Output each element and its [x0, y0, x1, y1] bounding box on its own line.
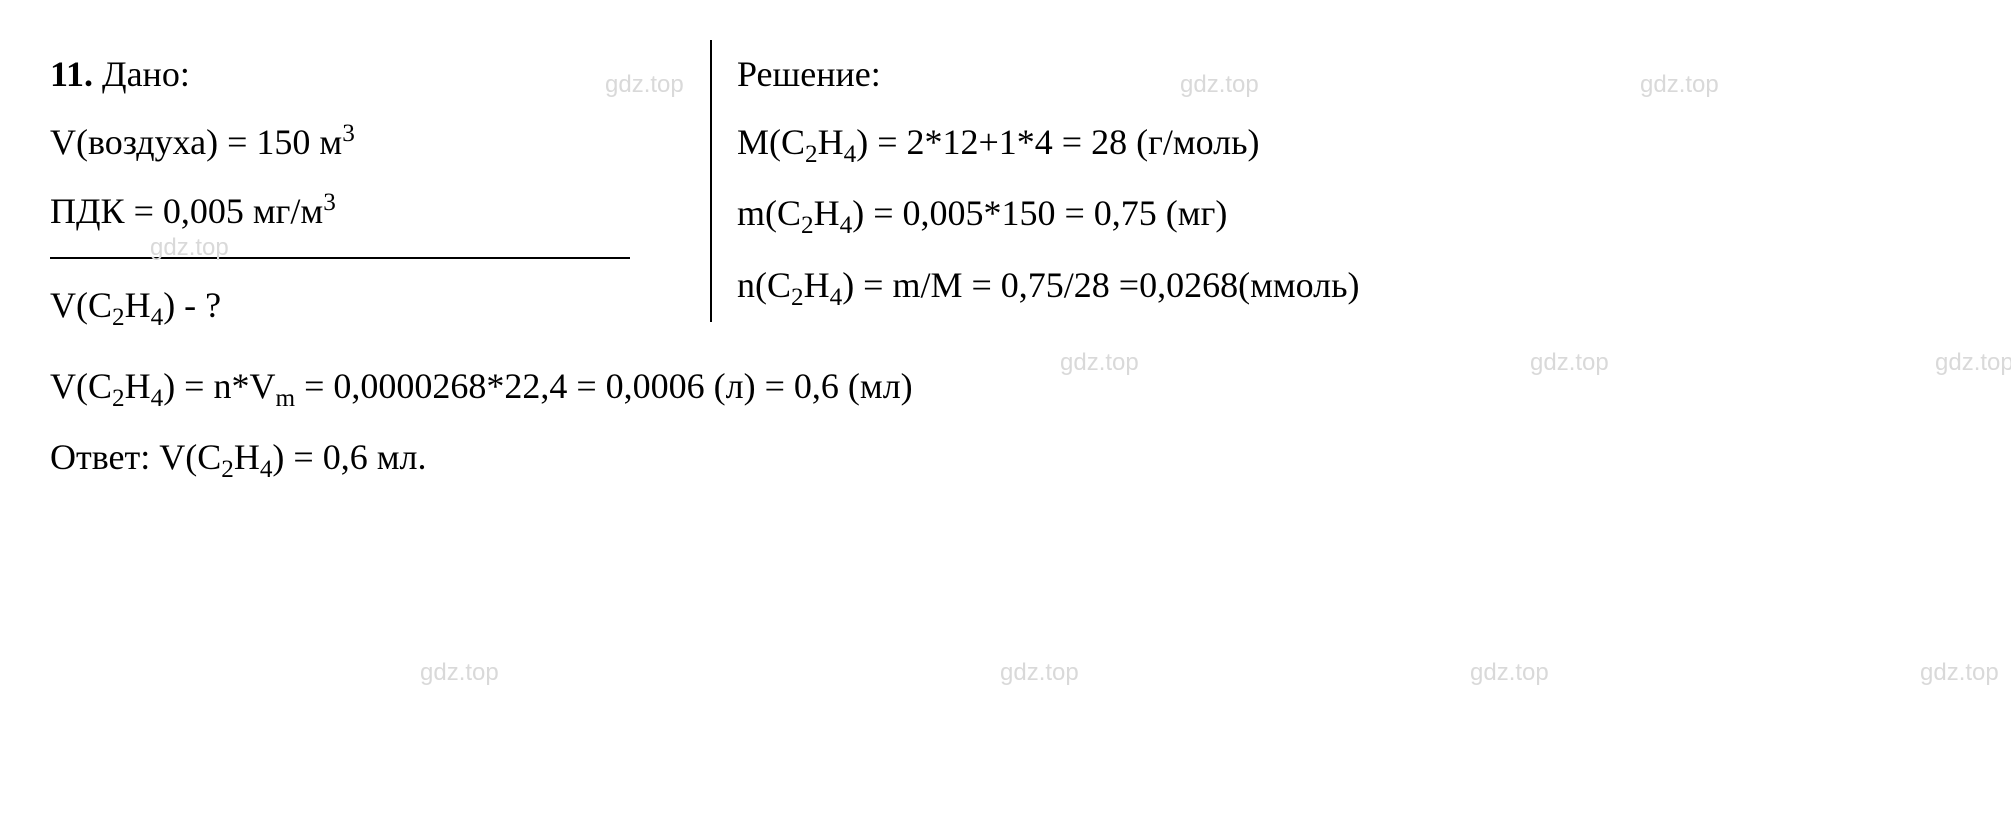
watermark-text: gdz.top	[1470, 650, 1549, 696]
b1-a: V(C	[50, 366, 112, 406]
solution-line-1: M(C2H4) = 2*12+1*4 = 28 (г/моль)	[737, 108, 1961, 179]
sl1-s1: 2	[805, 142, 818, 169]
given-header: 11. Дано:	[50, 40, 690, 108]
given-line-2: ПДК = 0,005 мг/м3	[50, 177, 690, 245]
b1-c: ) = n*V	[163, 366, 275, 406]
problem-number: 11.	[50, 54, 93, 94]
b1-b: H	[125, 366, 151, 406]
sl3-s2: 4	[830, 284, 843, 311]
unk-s1: 2	[112, 304, 125, 331]
sl3-a: n(C	[737, 265, 791, 305]
page-container: 11. Дано: V(воздуха) = 150 м3 ПДК = 0,00…	[50, 40, 1961, 494]
given-l1-sup: 3	[342, 120, 355, 147]
given-line-1: V(воздуха) = 150 м3	[50, 108, 690, 176]
given-divider	[50, 257, 630, 259]
given-l2-text: ПДК = 0,005 мг/м	[50, 191, 323, 231]
unknown-line: V(C2H4) - ?	[50, 271, 690, 342]
sl3-c: ) = m/M = 0,75/28 =0,0268(ммоль)	[842, 265, 1359, 305]
ans-b: H	[234, 437, 260, 477]
solution-header: Решение:	[737, 40, 1961, 108]
ans-c: ) = 0,6 мл.	[272, 437, 426, 477]
b1-s2: 4	[151, 385, 164, 412]
ans-s1: 2	[221, 456, 234, 483]
given-label: Дано:	[102, 54, 190, 94]
sl1-a: M(C	[737, 122, 805, 162]
bottom-block: V(C2H4) = n*Vm = 0,0000268*22,4 = 0,0006…	[50, 352, 1961, 494]
answer-line: Ответ: V(C2H4) = 0,6 мл.	[50, 423, 1961, 494]
b1-s1: 2	[112, 385, 125, 412]
given-column: 11. Дано: V(воздуха) = 150 м3 ПДК = 0,00…	[50, 40, 710, 342]
sl3-s1: 2	[791, 284, 804, 311]
sl2-b: H	[814, 193, 840, 233]
solution-column: Решение: M(C2H4) = 2*12+1*4 = 28 (г/моль…	[710, 40, 1961, 322]
bottom-line-1: V(C2H4) = n*Vm = 0,0000268*22,4 = 0,0006…	[50, 352, 1961, 423]
unk-b: H	[125, 285, 151, 325]
b1-sm: m	[275, 385, 295, 412]
sl2-s1: 2	[801, 213, 814, 240]
watermark-text: gdz.top	[1000, 650, 1079, 696]
sl2-c: ) = 0,005*150 = 0,75 (мг)	[852, 193, 1227, 233]
given-l2-sup: 3	[323, 189, 336, 216]
sl2-s2: 4	[840, 213, 853, 240]
solution-label: Решение:	[737, 54, 881, 94]
ans-s2: 4	[260, 456, 273, 483]
sl2-a: m(C	[737, 193, 801, 233]
ans-a: Ответ: V(C	[50, 437, 221, 477]
unk-s2: 4	[151, 304, 164, 331]
problem-row: 11. Дано: V(воздуха) = 150 м3 ПДК = 0,00…	[50, 40, 1961, 342]
sl3-b: H	[804, 265, 830, 305]
unk-c: ) - ?	[163, 285, 221, 325]
watermark-text: gdz.top	[420, 650, 499, 696]
solution-line-3: n(C2H4) = m/M = 0,75/28 =0,0268(ммоль)	[737, 251, 1961, 322]
solution-line-2: m(C2H4) = 0,005*150 = 0,75 (мг)	[737, 179, 1961, 250]
unk-a: V(C	[50, 285, 112, 325]
given-l1-text: V(воздуха) = 150 м	[50, 122, 342, 162]
b1-d: = 0,0000268*22,4 = 0,0006 (л) = 0,6 (мл)	[295, 366, 913, 406]
sl1-c: ) = 2*12+1*4 = 28 (г/моль)	[856, 122, 1259, 162]
sl1-s2: 4	[844, 142, 857, 169]
watermark-text: gdz.top	[1920, 650, 1999, 696]
sl1-b: H	[818, 122, 844, 162]
